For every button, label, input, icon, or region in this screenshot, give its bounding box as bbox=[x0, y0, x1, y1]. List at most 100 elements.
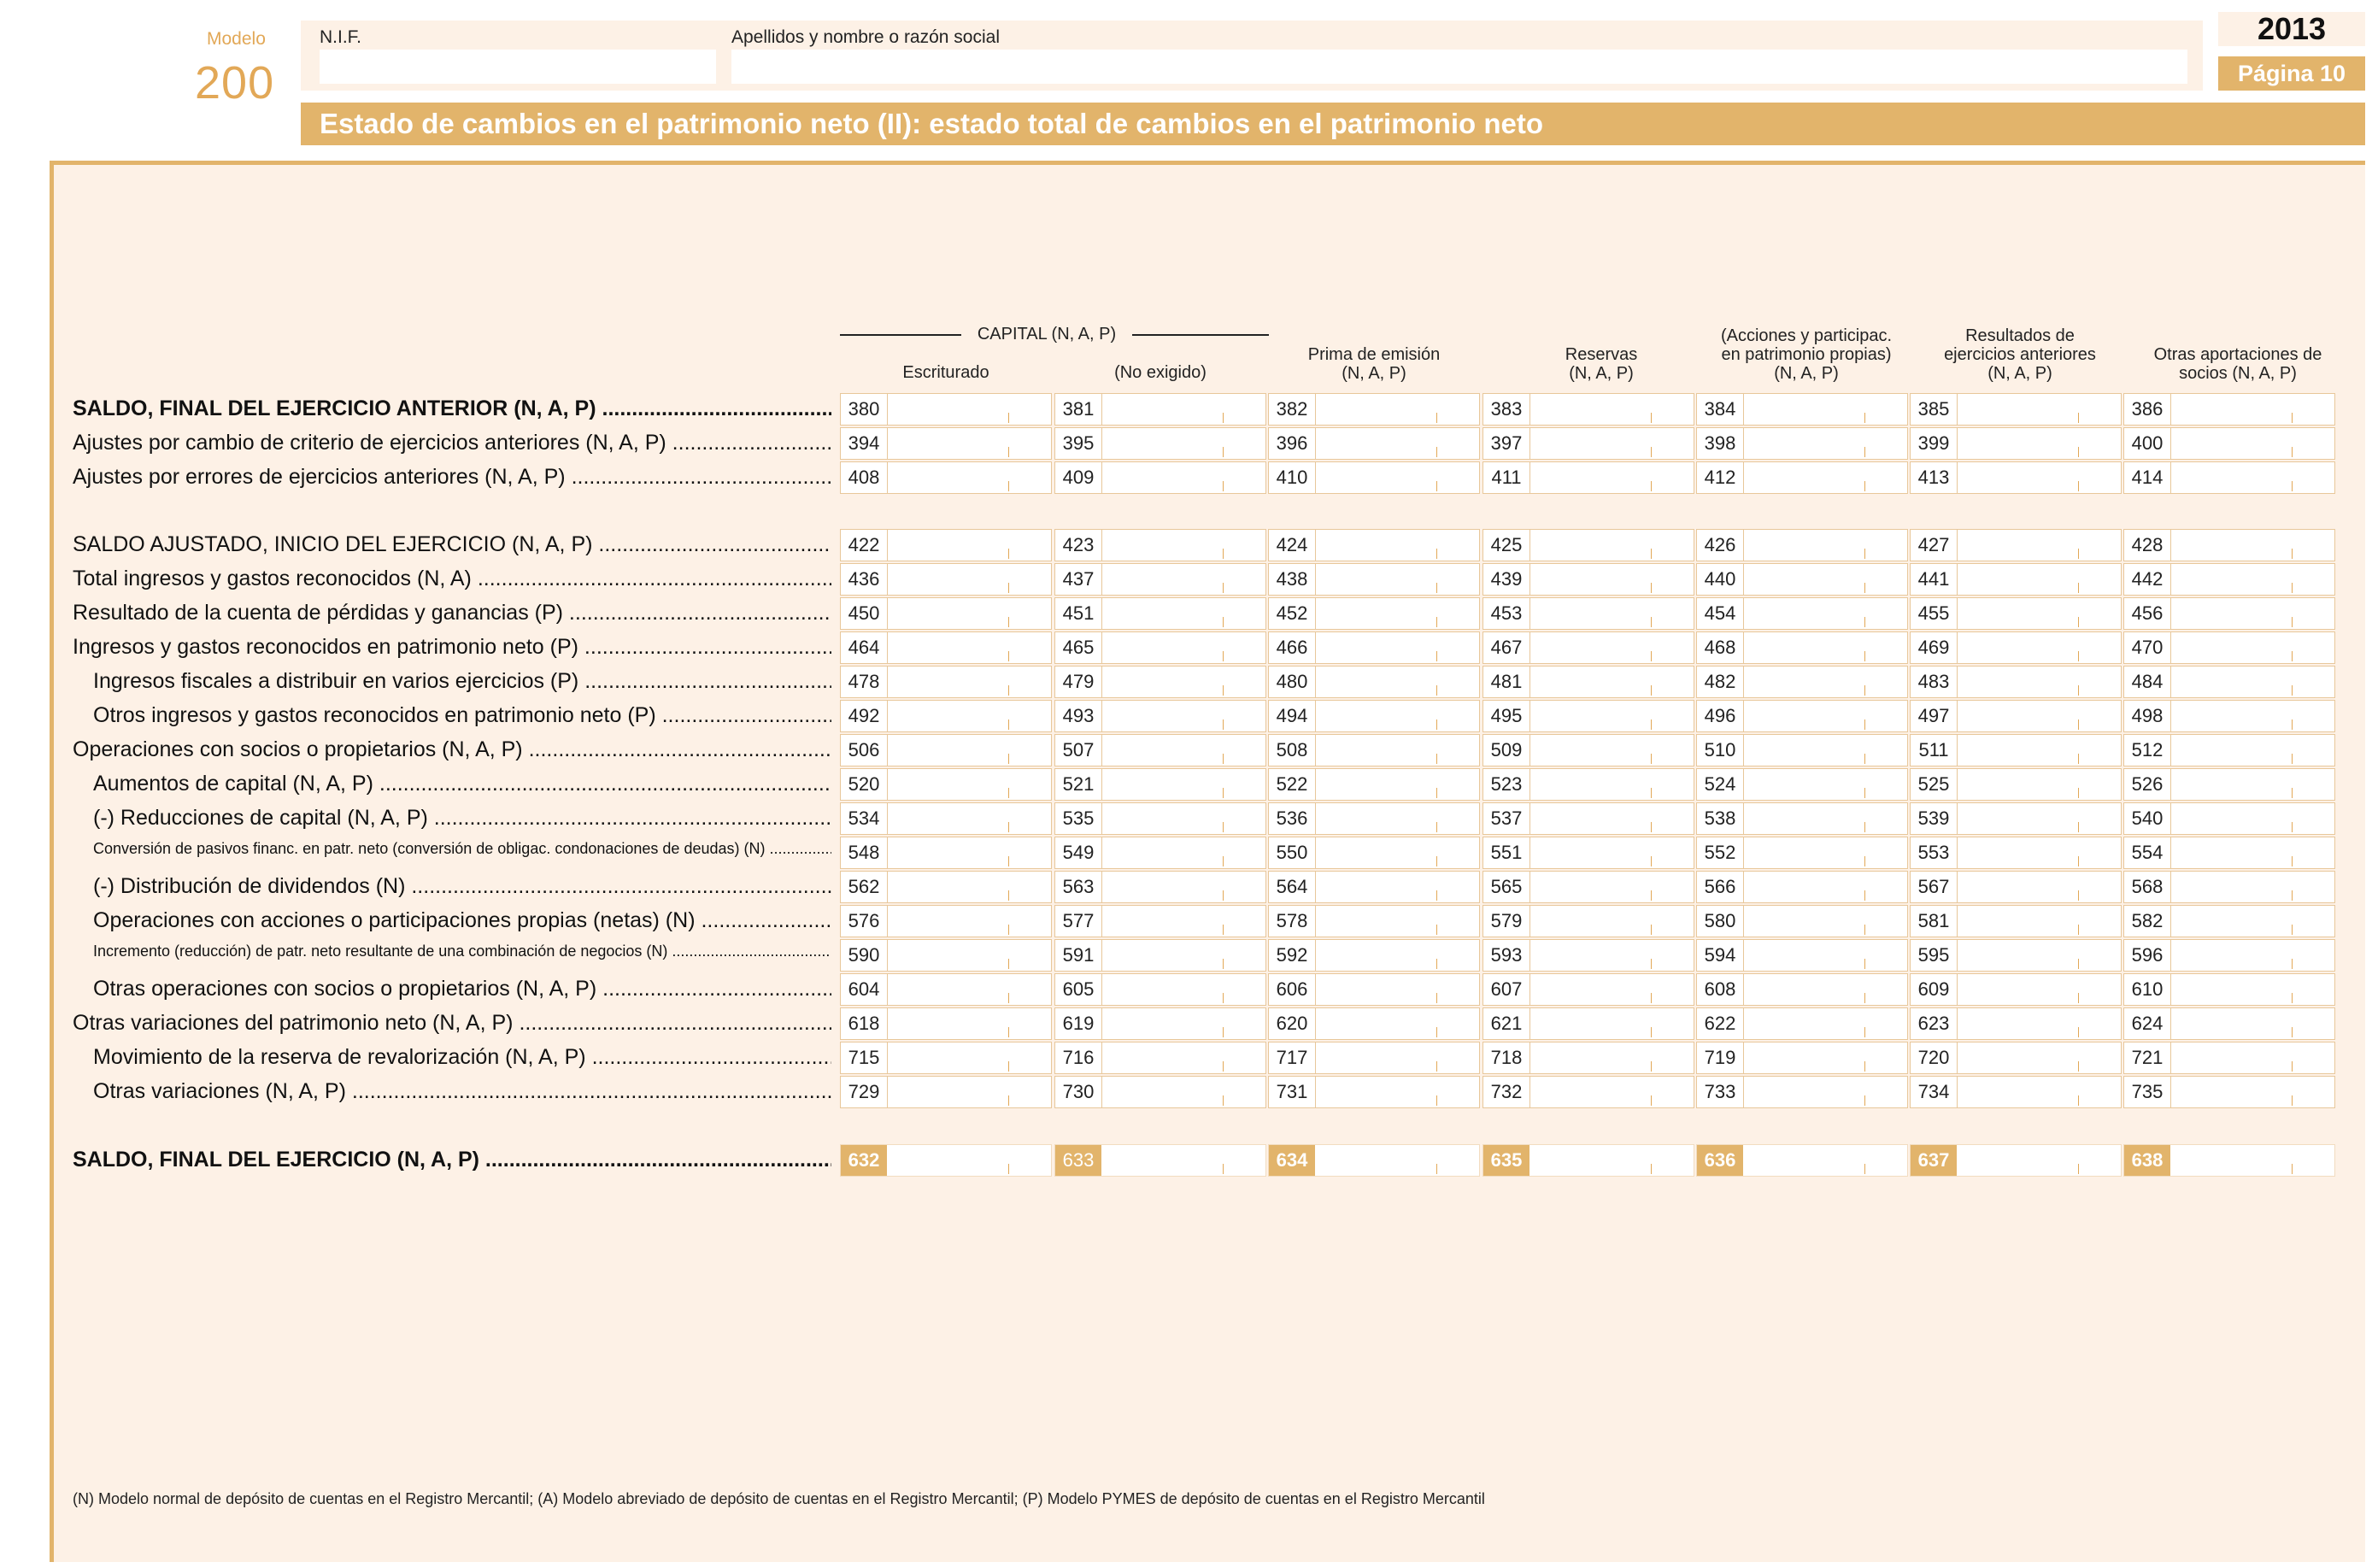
amount-field[interactable]: 506 bbox=[840, 734, 1052, 766]
amount-field[interactable]: 468 bbox=[1696, 631, 1908, 664]
amount-field[interactable]: 524 bbox=[1696, 768, 1908, 801]
amount-field[interactable]: 582 bbox=[2123, 905, 2335, 937]
amount-field[interactable]: 732 bbox=[1482, 1076, 1694, 1108]
amount-field[interactable]: 720 bbox=[1910, 1042, 2122, 1074]
amount-field[interactable]: 721 bbox=[2123, 1042, 2335, 1074]
amount-field[interactable]: 437 bbox=[1054, 563, 1266, 596]
name-input[interactable] bbox=[731, 50, 2187, 84]
amount-field[interactable]: 478 bbox=[840, 666, 1052, 698]
amount-field[interactable]: 618 bbox=[840, 1007, 1052, 1040]
amount-field[interactable]: 492 bbox=[840, 700, 1052, 732]
amount-field[interactable]: 484 bbox=[2123, 666, 2335, 698]
amount-field[interactable]: 731 bbox=[1268, 1076, 1480, 1108]
amount-field[interactable]: 440 bbox=[1696, 563, 1908, 596]
amount-field[interactable]: 635 bbox=[1482, 1144, 1694, 1177]
amount-field[interactable]: 537 bbox=[1482, 802, 1694, 835]
amount-field[interactable]: 509 bbox=[1482, 734, 1694, 766]
amount-field[interactable]: 410 bbox=[1268, 461, 1480, 494]
amount-field[interactable]: 466 bbox=[1268, 631, 1480, 664]
amount-field[interactable]: 562 bbox=[840, 871, 1052, 903]
amount-field[interactable]: 592 bbox=[1268, 939, 1480, 972]
amount-field[interactable]: 398 bbox=[1696, 427, 1908, 460]
amount-field[interactable]: 481 bbox=[1482, 666, 1694, 698]
amount-field[interactable]: 548 bbox=[840, 837, 1052, 869]
amount-field[interactable]: 624 bbox=[2123, 1007, 2335, 1040]
amount-field[interactable]: 454 bbox=[1696, 597, 1908, 630]
amount-field[interactable]: 563 bbox=[1054, 871, 1266, 903]
amount-field[interactable]: 470 bbox=[2123, 631, 2335, 664]
amount-field[interactable]: 734 bbox=[1910, 1076, 2122, 1108]
amount-field[interactable]: 539 bbox=[1910, 802, 2122, 835]
amount-field[interactable]: 538 bbox=[1696, 802, 1908, 835]
amount-field[interactable]: 424 bbox=[1268, 529, 1480, 561]
amount-field[interactable]: 577 bbox=[1054, 905, 1266, 937]
amount-field[interactable]: 633 bbox=[1054, 1144, 1266, 1177]
amount-field[interactable]: 534 bbox=[840, 802, 1052, 835]
amount-field[interactable]: 566 bbox=[1696, 871, 1908, 903]
amount-field[interactable]: 590 bbox=[840, 939, 1052, 972]
amount-field[interactable]: 622 bbox=[1696, 1007, 1908, 1040]
amount-field[interactable]: 423 bbox=[1054, 529, 1266, 561]
amount-field[interactable]: 715 bbox=[840, 1042, 1052, 1074]
amount-field[interactable]: 595 bbox=[1910, 939, 2122, 972]
amount-field[interactable]: 465 bbox=[1054, 631, 1266, 664]
amount-field[interactable]: 604 bbox=[840, 973, 1052, 1006]
amount-field[interactable]: 494 bbox=[1268, 700, 1480, 732]
amount-field[interactable]: 441 bbox=[1910, 563, 2122, 596]
amount-field[interactable]: 380 bbox=[840, 393, 1052, 426]
amount-field[interactable]: 510 bbox=[1696, 734, 1908, 766]
amount-field[interactable]: 525 bbox=[1910, 768, 2122, 801]
amount-field[interactable]: 523 bbox=[1482, 768, 1694, 801]
amount-field[interactable]: 480 bbox=[1268, 666, 1480, 698]
amount-field[interactable]: 729 bbox=[840, 1076, 1052, 1108]
amount-field[interactable]: 483 bbox=[1910, 666, 2122, 698]
amount-field[interactable]: 636 bbox=[1696, 1144, 1908, 1177]
amount-field[interactable]: 482 bbox=[1696, 666, 1908, 698]
amount-field[interactable]: 498 bbox=[2123, 700, 2335, 732]
amount-field[interactable]: 412 bbox=[1696, 461, 1908, 494]
amount-field[interactable]: 479 bbox=[1054, 666, 1266, 698]
amount-field[interactable]: 553 bbox=[1910, 837, 2122, 869]
amount-field[interactable]: 381 bbox=[1054, 393, 1266, 426]
amount-field[interactable]: 383 bbox=[1482, 393, 1694, 426]
amount-field[interactable]: 508 bbox=[1268, 734, 1480, 766]
amount-field[interactable]: 414 bbox=[2123, 461, 2335, 494]
amount-field[interactable]: 733 bbox=[1696, 1076, 1908, 1108]
amount-field[interactable]: 606 bbox=[1268, 973, 1480, 1006]
amount-field[interactable]: 550 bbox=[1268, 837, 1480, 869]
amount-field[interactable]: 467 bbox=[1482, 631, 1694, 664]
amount-field[interactable]: 621 bbox=[1482, 1007, 1694, 1040]
amount-field[interactable]: 540 bbox=[2123, 802, 2335, 835]
amount-field[interactable]: 422 bbox=[840, 529, 1052, 561]
amount-field[interactable]: 400 bbox=[2123, 427, 2335, 460]
amount-field[interactable]: 565 bbox=[1482, 871, 1694, 903]
amount-field[interactable]: 552 bbox=[1696, 837, 1908, 869]
amount-field[interactable]: 428 bbox=[2123, 529, 2335, 561]
amount-field[interactable]: 536 bbox=[1268, 802, 1480, 835]
amount-field[interactable]: 450 bbox=[840, 597, 1052, 630]
amount-field[interactable]: 637 bbox=[1910, 1144, 2122, 1177]
amount-field[interactable]: 549 bbox=[1054, 837, 1266, 869]
amount-field[interactable]: 608 bbox=[1696, 973, 1908, 1006]
amount-field[interactable]: 730 bbox=[1054, 1076, 1266, 1108]
amount-field[interactable]: 535 bbox=[1054, 802, 1266, 835]
amount-field[interactable]: 716 bbox=[1054, 1042, 1266, 1074]
amount-field[interactable]: 579 bbox=[1482, 905, 1694, 937]
amount-field[interactable]: 593 bbox=[1482, 939, 1694, 972]
amount-field[interactable]: 493 bbox=[1054, 700, 1266, 732]
amount-field[interactable]: 567 bbox=[1910, 871, 2122, 903]
amount-field[interactable]: 438 bbox=[1268, 563, 1480, 596]
amount-field[interactable]: 396 bbox=[1268, 427, 1480, 460]
amount-field[interactable]: 620 bbox=[1268, 1007, 1480, 1040]
amount-field[interactable]: 413 bbox=[1910, 461, 2122, 494]
amount-field[interactable]: 632 bbox=[840, 1144, 1052, 1177]
amount-field[interactable]: 453 bbox=[1482, 597, 1694, 630]
amount-field[interactable]: 452 bbox=[1268, 597, 1480, 630]
amount-field[interactable]: 623 bbox=[1910, 1007, 2122, 1040]
amount-field[interactable]: 718 bbox=[1482, 1042, 1694, 1074]
amount-field[interactable]: 395 bbox=[1054, 427, 1266, 460]
amount-field[interactable]: 594 bbox=[1696, 939, 1908, 972]
amount-field[interactable]: 427 bbox=[1910, 529, 2122, 561]
amount-field[interactable]: 507 bbox=[1054, 734, 1266, 766]
nif-input[interactable] bbox=[320, 50, 716, 84]
